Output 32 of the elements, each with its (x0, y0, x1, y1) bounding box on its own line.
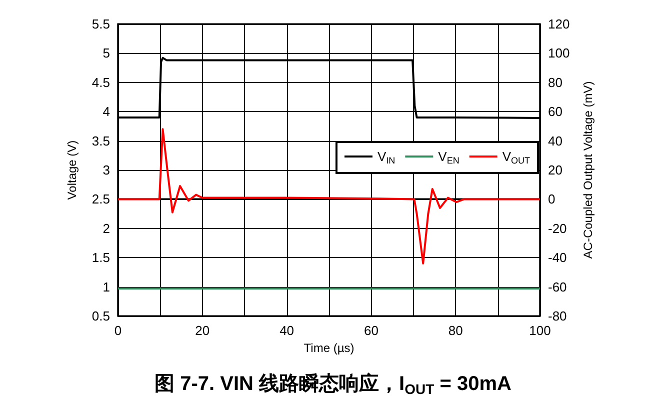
y2-tick-label: -20 (548, 220, 567, 236)
y2-tick-label: 60 (548, 104, 562, 120)
y-tick-label: 3.5 (92, 133, 110, 148)
y2-tick-label: 100 (548, 46, 570, 61)
y2-tick-label: 40 (548, 133, 562, 148)
y2-tick-label: 20 (548, 162, 562, 178)
y-tick-label: 2.5 (92, 192, 110, 207)
y2-tick-label: 80 (548, 74, 562, 90)
y-tick-label: 2 (102, 220, 110, 236)
line-series (117, 128, 541, 264)
y2-tick-label: -60 (548, 279, 567, 294)
x-tick-label: 100 (529, 323, 551, 338)
x-tick-label: 20 (195, 323, 210, 338)
y-tick-label: 0.5 (92, 308, 110, 324)
y2-tick-label: 0 (548, 192, 556, 207)
y-tick-label: 1.5 (92, 250, 110, 266)
y-tick-label: 1 (102, 279, 110, 294)
x-tick-label: 60 (364, 323, 378, 338)
y2-axis-title: AC-Coupled Output Voltage (mV) (581, 81, 595, 259)
y2-tick-label: -40 (548, 250, 567, 266)
x-tick-label: 0 (114, 323, 122, 338)
y-axis-title: Voltage (V) (65, 140, 79, 200)
y-tick-label: 4.5 (92, 74, 110, 90)
y-tick-label: 3 (102, 162, 110, 178)
y-tick-label: 5.5 (92, 16, 110, 32)
x-tick-label: 80 (448, 323, 463, 338)
x-axis-title: Time (µs) (304, 340, 354, 355)
y2-tick-label: -80 (548, 308, 567, 324)
x-tick-label: 40 (280, 323, 294, 338)
y2-tick-label: 120 (548, 16, 570, 32)
y-tick-label: 5 (102, 46, 110, 61)
y-tick-label: 4 (102, 104, 110, 120)
